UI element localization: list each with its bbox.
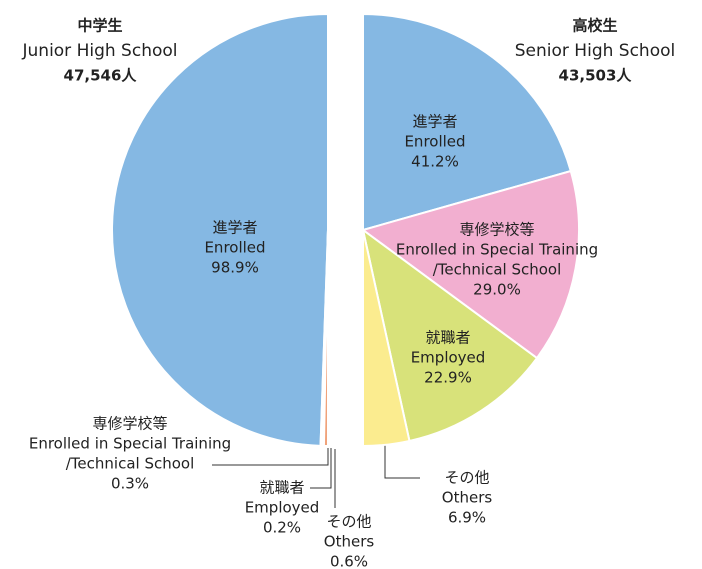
slice-label: Employed [245, 499, 320, 517]
pie-total: 43,503人 [559, 67, 633, 85]
slice-label: 進学者 [412, 113, 457, 131]
pie-slice [361, 227, 539, 443]
value-label: 22.9% [424, 369, 472, 387]
slice-label: Enrolled [204, 239, 265, 257]
slice-label: Others [442, 489, 493, 507]
slice-label: その他 [326, 513, 371, 531]
pie-subtitle: Junior High School [22, 41, 178, 61]
leader-lines [212, 445, 420, 508]
value-label: 6.9% [448, 509, 486, 527]
leader-line [310, 448, 332, 489]
value-label: 41.2% [411, 153, 459, 171]
slice-label: Others [324, 533, 375, 551]
slice-label: Enrolled in Special Training [29, 435, 231, 453]
value-label: 0.2% [263, 519, 301, 537]
slice-label: 就職者 [425, 329, 470, 347]
slice-label: /Technical School [66, 455, 195, 473]
pie-title: 高校生 [572, 17, 617, 35]
pie-slice [362, 12, 573, 232]
slice-label: 専修学校等 [92, 415, 167, 433]
pie-slice [362, 229, 411, 448]
value-label: 29.0% [473, 281, 521, 299]
slice-label: /Technical School [433, 261, 562, 279]
value-label: 0.3% [111, 475, 149, 493]
slice-label: 就職者 [259, 479, 304, 497]
slice-label: 進学者 [212, 219, 257, 237]
leader-line [212, 448, 329, 466]
pie-slice [322, 229, 329, 448]
value-label: 0.6% [330, 553, 368, 569]
slice-label: Employed [411, 349, 486, 367]
pie-subtitle: Senior High School [515, 41, 675, 61]
slice-label: Enrolled in Special Training [396, 241, 598, 259]
pie-title: 中学生 [77, 17, 122, 35]
slice-label: 専修学校等 [459, 221, 534, 239]
slice-label: Enrolled [404, 133, 465, 151]
pie-slice [360, 169, 580, 360]
leader-line [384, 445, 420, 479]
value-label: 98.9% [211, 259, 259, 277]
pie-slice [111, 12, 329, 447]
pie-total: 47,546人 [64, 67, 138, 85]
slice-label: その他 [444, 469, 489, 487]
